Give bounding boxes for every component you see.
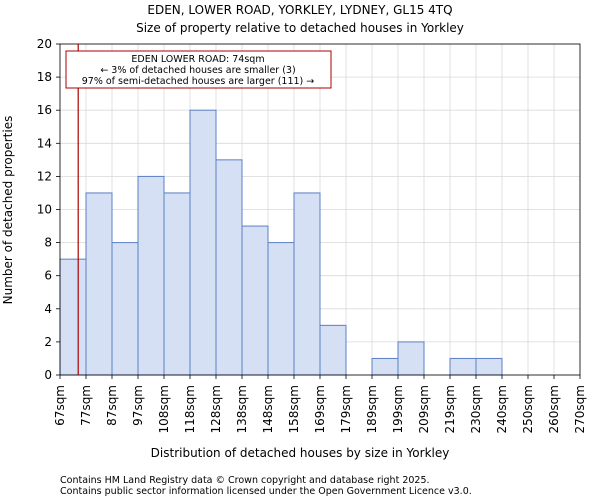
bar <box>475 357 503 376</box>
bar <box>241 225 269 376</box>
chart-subtitle: Size of property relative to detached ho… <box>136 21 464 35</box>
bar <box>111 242 139 376</box>
x-tick-label: 169sqm <box>313 385 327 433</box>
x-tick-label: 97sqm <box>131 385 145 426</box>
y-tick-label: 12 <box>37 169 52 183</box>
x-tick-label: 108sqm <box>157 385 171 433</box>
x-tick-label: 260sqm <box>547 385 561 433</box>
x-tick-label: 138sqm <box>235 385 249 433</box>
bar <box>267 242 295 376</box>
annotation-line-2: ← 3% of detached houses are smaller (3) <box>100 65 295 76</box>
x-tick-label: 219sqm <box>443 385 457 433</box>
footer-line-1: Contains HM Land Registry data © Crown c… <box>60 475 430 486</box>
x-tick-label: 67sqm <box>53 385 67 426</box>
x-tick-label: 128sqm <box>209 385 223 433</box>
bar <box>293 192 321 376</box>
bar <box>189 109 217 376</box>
bar <box>215 159 243 376</box>
y-axis: 0 2 4 6 8 10 12 14 16 18 20 <box>37 37 60 382</box>
x-tick-label: 179sqm <box>339 385 353 433</box>
y-axis-label: Number of detached properties <box>1 116 15 305</box>
x-tick-label: 77sqm <box>79 385 93 426</box>
y-tick-label: 0 <box>44 368 52 382</box>
annotation-box: EDEN LOWER ROAD: 74sqm ← 3% of detached … <box>65 50 332 89</box>
y-tick-label: 20 <box>37 37 52 51</box>
bar <box>85 192 113 376</box>
plot-frame <box>59 43 581 376</box>
chart-title: EDEN, LOWER ROAD, YORKLEY, LYDNEY, GL15 … <box>147 3 452 17</box>
x-tick-label: 209sqm <box>417 385 431 433</box>
annotation-line-3: 97% of semi-detached houses are larger (… <box>82 76 315 87</box>
bar <box>397 341 425 376</box>
x-tick-label: 87sqm <box>105 385 119 426</box>
y-tick-label: 6 <box>44 269 52 283</box>
x-tick-label: 270sqm <box>573 385 587 433</box>
x-tick-label: 189sqm <box>365 385 379 433</box>
bar <box>137 175 165 376</box>
y-tick-label: 8 <box>44 236 52 250</box>
annotation-line-1: EDEN LOWER ROAD: 74sqm <box>131 54 264 65</box>
x-tick-label: 158sqm <box>287 385 301 433</box>
bar <box>449 357 477 376</box>
x-tick-label: 240sqm <box>495 385 509 433</box>
y-tick-label: 18 <box>37 70 52 84</box>
x-axis-label: Distribution of detached houses by size … <box>151 446 450 460</box>
y-tick-label: 14 <box>37 136 52 150</box>
bar <box>163 192 191 376</box>
x-tick-label: 230sqm <box>469 385 483 433</box>
bar <box>59 258 87 376</box>
bar <box>371 357 399 376</box>
footer-line-2: Contains public sector information licen… <box>60 486 472 497</box>
x-tick-label: 118sqm <box>183 385 197 433</box>
x-tick-label: 199sqm <box>391 385 405 433</box>
y-tick-label: 2 <box>44 335 52 349</box>
y-tick-label: 10 <box>37 203 52 217</box>
bar <box>319 324 347 376</box>
x-tick-label: 250sqm <box>521 385 535 433</box>
bars <box>59 109 503 376</box>
y-tick-label: 16 <box>37 103 52 117</box>
x-tick-label: 148sqm <box>261 385 275 433</box>
x-axis: 67sqm 77sqm 87sqm 97sqm 108sqm 118sqm 128sqm 13… <box>53 375 587 433</box>
y-tick-label: 4 <box>44 302 52 316</box>
